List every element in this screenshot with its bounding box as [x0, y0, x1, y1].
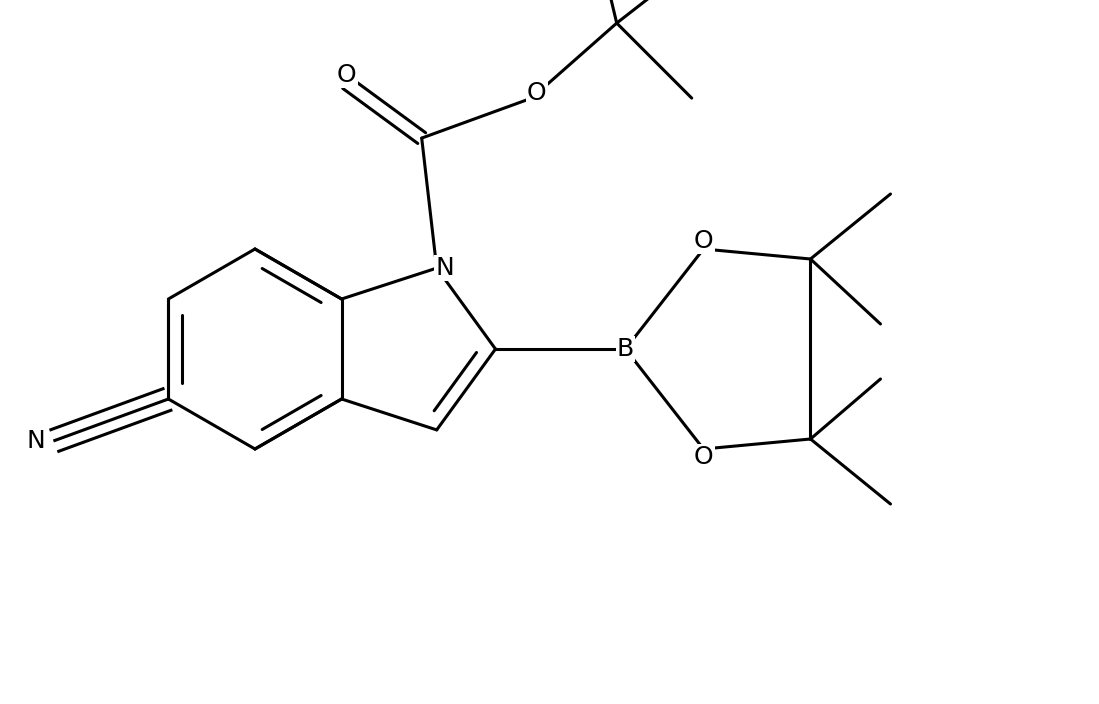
Text: O: O [693, 229, 713, 253]
Text: N: N [26, 429, 45, 453]
Text: O: O [337, 63, 356, 87]
Text: B: B [617, 337, 634, 361]
Text: O: O [693, 445, 713, 469]
Text: N: N [435, 256, 454, 280]
Text: O: O [526, 81, 546, 105]
